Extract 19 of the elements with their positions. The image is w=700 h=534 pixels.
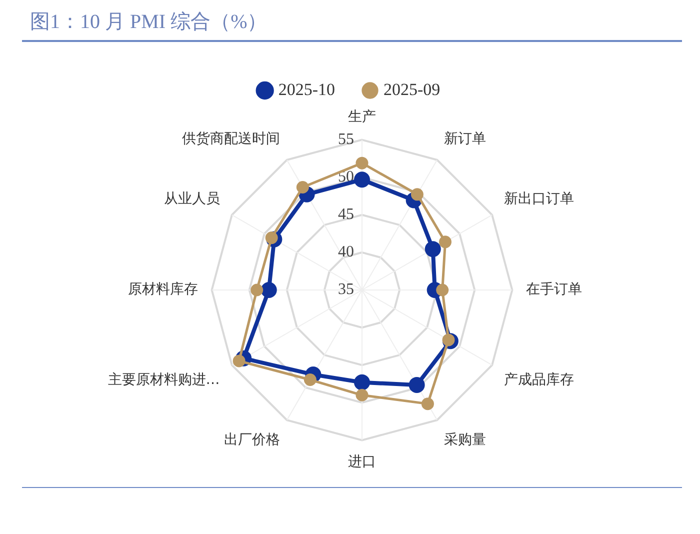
y-tick-label: 40: [338, 244, 354, 261]
spoke-label: 主要原材料购进…: [108, 372, 220, 388]
spoke-label: 出厂价格: [224, 432, 280, 448]
y-tick-label: 35: [338, 281, 354, 298]
legend-label: 2025-10: [278, 80, 336, 99]
y-tick-label: 55: [338, 131, 354, 148]
spoke-label: 在手订单: [526, 282, 582, 298]
spoke-label: 进口: [348, 454, 376, 470]
legend-label: 2025-09: [384, 80, 440, 99]
spoke-label: 原材料库存: [128, 282, 198, 298]
spoke-label: 产成品库存: [504, 372, 574, 388]
spoke-label: 生产: [348, 109, 376, 126]
chart-title: 图1：10 月 PMI 综合（%）: [30, 10, 268, 35]
spoke-label: 新订单: [444, 131, 486, 148]
spoke-label: 新出口订单: [504, 191, 574, 208]
spoke-label: 从业人员: [164, 191, 220, 208]
spoke-label: 采购量: [444, 432, 486, 448]
spoke-label: 供货商配送时间: [182, 131, 280, 148]
y-tick-label: 45: [338, 206, 354, 224]
